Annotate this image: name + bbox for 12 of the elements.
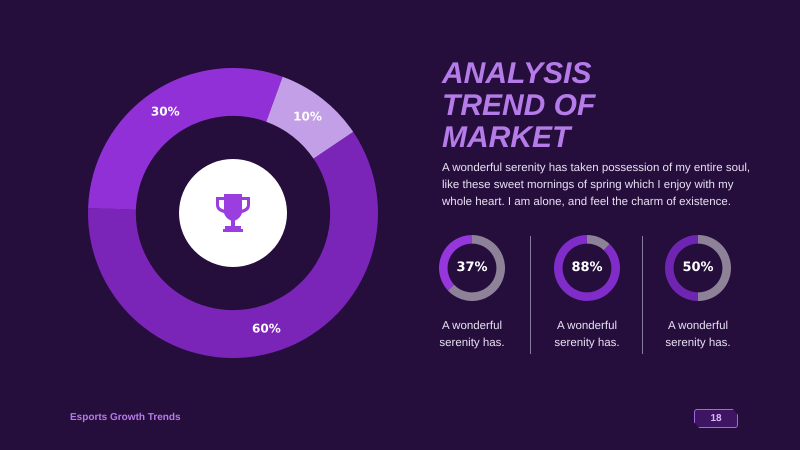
data-label: 30% <box>150 104 180 119</box>
text: 88% <box>570 260 604 276</box>
text: A wonderful serenity has. <box>664 319 732 351</box>
data-label: 10% <box>293 110 322 124</box>
text: A wonderful serenity has. <box>553 319 621 351</box>
text: 50% <box>681 260 715 276</box>
data-label: 60% <box>252 322 281 336</box>
text: A wonderful serenity has. <box>438 319 506 351</box>
text: ANALYSIS TREND OF MARKET <box>442 57 597 154</box>
text: 37% <box>455 260 489 276</box>
text: A wonderful serenity has taken possession of my entire soul, like these sweet mornings of spring which I enjoy with my whole heart. I am alone, and feel the charm of existence. <box>442 161 752 210</box>
text: Esports Growth Trends <box>70 412 181 423</box>
